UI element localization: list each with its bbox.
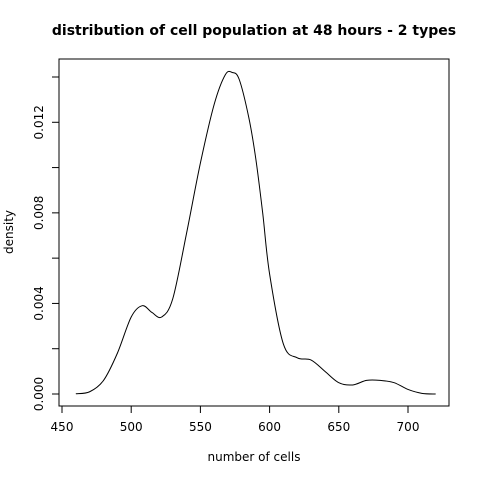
y-tick-label: 0.008 — [32, 196, 46, 230]
x-tick-label: 700 — [397, 420, 420, 434]
chart-title: distribution of cell population at 48 ho… — [52, 23, 456, 39]
y-axis-label: density — [2, 210, 16, 254]
y-tick-label: 0.012 — [32, 105, 46, 139]
y-tick-label: 0.004 — [32, 286, 46, 320]
x-tick-label: 450 — [51, 420, 74, 434]
x-tick-label: 500 — [120, 420, 143, 434]
series-layer — [75, 70, 436, 395]
x-tick-label: 600 — [258, 420, 281, 434]
x-axis: 450 500 550 600 650 700 — [51, 405, 420, 434]
y-axis: 0.000 0.004 0.008 0.012 — [32, 76, 60, 411]
density-line — [75, 70, 436, 395]
y-tick-label: 0.000 — [32, 377, 46, 411]
x-tick-label: 550 — [189, 420, 212, 434]
x-axis-label: number of cells — [208, 450, 301, 464]
x-tick-label: 650 — [327, 420, 350, 434]
